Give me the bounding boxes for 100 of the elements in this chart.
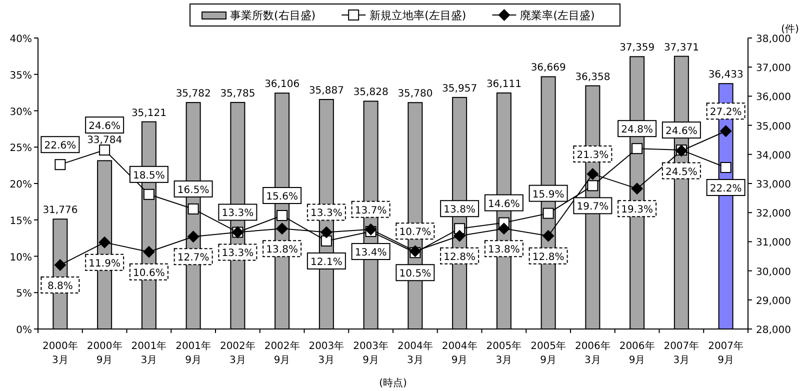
data-label: 14.6% (488, 198, 520, 210)
data-label: 19.7% (576, 202, 609, 213)
y2-tick-label: 35,000 (756, 121, 791, 132)
data-label: 22.2% (710, 183, 742, 194)
data-label: 11.9% (88, 258, 120, 270)
data-label: 35,957 (442, 83, 478, 94)
point (364, 223, 377, 236)
y-tick-label: 0% (16, 325, 32, 336)
data-label: 13.4% (354, 248, 387, 259)
x-tick-label: 2007年 3月 (664, 340, 700, 366)
data-label: 22.6% (44, 140, 76, 152)
point (54, 258, 66, 271)
y-tick-label: 15% (10, 216, 32, 227)
data-label: 12.7% (177, 252, 210, 264)
y2-tick-label: 29,000 (756, 296, 791, 307)
point (143, 188, 154, 200)
y2-tick-label: 30,000 (756, 266, 791, 278)
point (320, 226, 332, 238)
data-label: 27.2% (710, 107, 742, 118)
data-label: 35,785 (220, 88, 256, 100)
y-tick-label: 20% (10, 180, 32, 190)
point (454, 230, 466, 242)
data-label: 13.8% (444, 204, 476, 216)
data-label: 24.8% (621, 124, 653, 136)
data-label: 36,111 (486, 78, 522, 90)
data-label: 13.8% (266, 244, 298, 256)
data-label: 13.3% (310, 208, 342, 220)
data-label: 12.8% (532, 252, 564, 263)
y-tick-label: 5% (16, 288, 32, 300)
data-label: 12.8% (444, 252, 476, 263)
legend-label: 廃業率(左目盛) (520, 9, 595, 22)
point (587, 180, 598, 192)
data-label: 13.3% (222, 248, 254, 260)
point (498, 222, 510, 235)
y-tick-label: 30% (10, 106, 32, 118)
x-tick-label: 2004年 3月 (397, 340, 433, 366)
data-label: 35,828 (353, 87, 388, 98)
x-tick-label: 2001年 9月 (176, 340, 212, 366)
data-label: 10.5% (399, 268, 432, 280)
y2-axis-title: (件) (781, 24, 799, 35)
point (542, 208, 554, 219)
point (320, 235, 332, 246)
x-axis-title: (時点) (379, 377, 407, 389)
y-tick-label: 35% (10, 70, 32, 82)
y2-tick-label: 31,000 (756, 238, 791, 249)
data-label: 15.6% (266, 192, 298, 203)
data-label: 15.9% (532, 189, 564, 200)
y2-tick-label: 32,000 (756, 208, 791, 220)
y2-tick-label: 38,000 (756, 34, 791, 45)
data-label: 31,776 (42, 205, 78, 216)
x-tick-label: 2003年 9月 (353, 340, 389, 366)
data-label: 13.7% (354, 205, 387, 216)
data-label: 36,106 (264, 79, 300, 90)
y-tick-label: 40% (10, 34, 32, 45)
data-label: 37,371 (664, 42, 699, 54)
data-label: 24.6% (666, 126, 698, 138)
data-label: 16.5% (177, 184, 210, 196)
x-tick-label: 2000年 3月 (42, 340, 78, 366)
data-label: 24.6% (88, 121, 120, 132)
data-label: 35,887 (308, 85, 344, 96)
legend-label: 新規立地率(左目盛) (370, 9, 466, 22)
point (542, 230, 554, 242)
y-tick-label: 10% (10, 252, 32, 264)
y2-tick-label: 34,000 (756, 150, 791, 162)
point (142, 246, 155, 258)
data-label: 36,669 (530, 62, 566, 74)
point (632, 143, 643, 154)
data-label: 21.3% (576, 150, 609, 162)
point (187, 230, 200, 243)
x-tick-label: 2006年 3月 (574, 340, 610, 366)
data-label: 13.8% (488, 244, 520, 256)
x-tick-label: 2005年 3月 (486, 340, 522, 366)
y2-tick-label: 37,000 (756, 63, 791, 74)
x-tick-label: 2000年 9月 (86, 340, 122, 366)
data-label: 33,784 (87, 135, 122, 146)
point (720, 162, 732, 173)
data-label: 36,433 (708, 70, 744, 81)
data-label: 12.1% (310, 256, 342, 268)
point (98, 236, 111, 248)
x-tick-label: 2001年 3月 (131, 340, 167, 366)
data-label: 35,121 (131, 108, 166, 119)
data-label: 10.6% (133, 268, 165, 279)
x-tick-label: 2004年 9月 (442, 340, 478, 366)
x-tick-label: 2006年 9月 (619, 340, 655, 366)
data-label: 35,780 (398, 88, 433, 100)
data-label: 36,358 (575, 72, 610, 83)
point (720, 125, 732, 138)
y2-tick-label: 36,000 (756, 92, 791, 104)
y2-tick-label: 28,000 (756, 325, 791, 336)
data-label: 10.7% (399, 227, 432, 238)
x-tick-label: 2005年 9月 (530, 340, 566, 366)
data-label: 18.5% (133, 170, 165, 182)
point (586, 168, 599, 180)
data-label: 35,782 (176, 88, 211, 100)
y-tick-label: 25% (10, 143, 32, 154)
x-tick-label: 2003年 3月 (308, 340, 344, 366)
data-label: 8.8% (47, 280, 73, 292)
point (188, 203, 199, 214)
data-label: 24.5% (666, 166, 698, 178)
data-label: 13.3% (222, 208, 254, 220)
